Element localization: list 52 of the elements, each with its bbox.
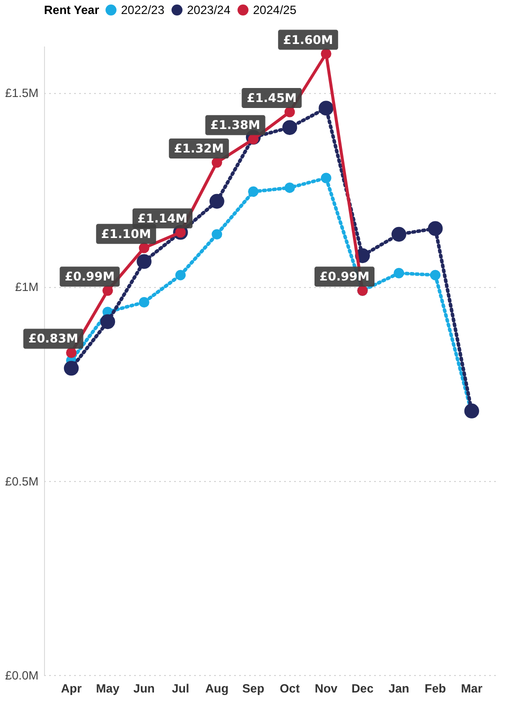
point bbox=[100, 314, 116, 330]
data-label: £1.14M bbox=[138, 211, 188, 226]
x-tick-label: Jun bbox=[133, 682, 155, 696]
data-label: £1.32M bbox=[174, 141, 224, 156]
x-tick-label: Nov bbox=[314, 682, 338, 696]
legend-label: 2024/25 bbox=[253, 3, 297, 17]
x-tick-label: Sep bbox=[242, 682, 264, 696]
x-tick-label: Dec bbox=[351, 682, 374, 696]
point bbox=[102, 285, 113, 296]
point bbox=[175, 270, 186, 280]
x-tick-label: Oct bbox=[280, 682, 300, 696]
data-label: £1.60M bbox=[283, 32, 334, 47]
data-label: £1.10M bbox=[101, 226, 152, 241]
y-tick-label: £0.0M bbox=[5, 668, 38, 682]
point bbox=[209, 194, 224, 209]
point bbox=[212, 157, 222, 168]
point bbox=[66, 348, 77, 358]
data-label: £0.99M bbox=[320, 270, 370, 284]
point bbox=[64, 360, 79, 376]
x-tick-label: Jan bbox=[388, 682, 410, 696]
x-tick-label: Jul bbox=[172, 682, 190, 696]
x-tick-label: May bbox=[96, 682, 120, 696]
point bbox=[428, 221, 443, 236]
data-label: £0.83M bbox=[28, 332, 78, 346]
x-tick-label: Feb bbox=[424, 682, 446, 696]
y-tick-label: £1.5M bbox=[5, 86, 38, 100]
point bbox=[320, 172, 332, 184]
x-tick-label: Apr bbox=[60, 682, 82, 696]
point bbox=[430, 270, 441, 280]
point bbox=[248, 186, 259, 197]
y-tick-label: £1M bbox=[15, 280, 39, 294]
point bbox=[138, 297, 150, 308]
point bbox=[391, 226, 406, 242]
legend-title: Rent Year bbox=[44, 3, 100, 17]
data-label: £0.99M bbox=[64, 270, 115, 284]
point bbox=[318, 100, 334, 116]
point bbox=[284, 182, 295, 193]
data-label: £1.38M bbox=[210, 118, 260, 132]
y-tick-label: £0.5M bbox=[5, 474, 38, 488]
point bbox=[284, 106, 295, 118]
legend-label: 2022/23 bbox=[121, 3, 165, 17]
x-tick-label: Aug bbox=[205, 682, 229, 696]
point bbox=[282, 120, 298, 135]
data-label: £1.45M bbox=[246, 91, 297, 106]
point bbox=[136, 254, 152, 269]
point bbox=[138, 242, 150, 254]
x-tick-label: Mar bbox=[461, 682, 483, 696]
legend-label: 2023/24 bbox=[187, 3, 231, 17]
point bbox=[464, 404, 480, 418]
point bbox=[394, 268, 404, 278]
point bbox=[320, 48, 332, 59]
point bbox=[212, 229, 222, 240]
